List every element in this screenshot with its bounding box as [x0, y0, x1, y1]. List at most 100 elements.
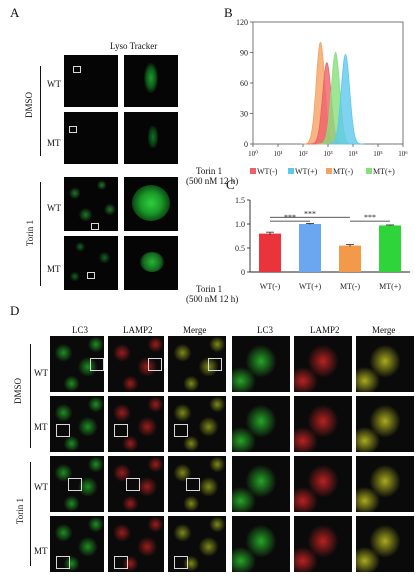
- lyso-torin-mt-zoom: [124, 236, 178, 290]
- bar-chart: 00.51.01.5 *** *** *** WT(-) WT(+) MT(-) MT(+…: [235, 196, 410, 291]
- bar-y-tick: 1.5: [235, 196, 245, 205]
- panel-a-bracket-dmso: [40, 66, 41, 156]
- panel-a-row-mt-2: MT: [47, 264, 61, 274]
- lyso-dmso-wt-zoom: [124, 55, 178, 107]
- if-image: [108, 516, 164, 572]
- if-image: [356, 516, 414, 572]
- histogram-legend-swatch: [288, 168, 294, 174]
- bar-mt: [339, 245, 361, 272]
- panel-d-row-mt-1: MT: [34, 422, 48, 432]
- if-image: [50, 456, 104, 512]
- histogram-y-tick: 30: [240, 110, 248, 119]
- panel-d-row-wt-2: WT: [34, 482, 48, 492]
- if-image: [108, 456, 164, 512]
- panel-d-header-lamp2-1: LAMP2: [123, 325, 153, 335]
- if-image: [294, 456, 352, 512]
- if-image: [168, 396, 226, 452]
- panel-d-row-mt-2: MT: [34, 546, 48, 556]
- panel-b-letter: B: [224, 5, 233, 20]
- panel-d-header-merge-1: Merge: [183, 325, 207, 335]
- panel-a-group-torin: Torin 1: [25, 219, 35, 247]
- panel-c-letter: C: [226, 177, 235, 192]
- panel-a-title: Lyso Tracker: [110, 41, 158, 51]
- histogram-wt: [326, 53, 365, 145]
- if-image: [168, 456, 226, 512]
- panel-a-row-wt-2: WT: [47, 203, 61, 213]
- panel-d-row-wt-1: WT: [34, 368, 48, 378]
- if-image: [294, 336, 352, 392]
- panel-d-group-dmso: DMSO: [13, 378, 23, 405]
- panel-c-treatment-line2: (500 nM 12 h): [186, 294, 239, 304]
- panel-d-header-merge-2: Merge: [372, 325, 396, 335]
- histogram-x-tick: 10⁰: [248, 150, 258, 158]
- lyso-dmso-mt-overview: [64, 112, 118, 164]
- panel-d-header-lc3-1: LC3: [72, 325, 89, 335]
- if-image: [232, 456, 290, 512]
- bar-wt: [299, 224, 321, 272]
- histogram-legend-swatch: [250, 168, 256, 174]
- if-image: [356, 336, 414, 392]
- if-image: [356, 396, 414, 452]
- lyso-torin-mt-overview: [64, 236, 118, 290]
- histogram-y-tick: 90: [240, 49, 248, 58]
- panel-a-letter: A: [10, 5, 20, 20]
- histogram-legend-label: WT(+): [295, 167, 318, 176]
- histogram-legend-label: MT(-): [333, 167, 353, 176]
- lyso-dmso-wt-overview: [64, 55, 118, 107]
- bar-mt: [379, 225, 401, 272]
- histogram-legend-label: WT(-): [257, 167, 278, 176]
- panel-a-row-wt-1: WT: [47, 79, 61, 89]
- bar-x-tick: WT(-): [260, 282, 281, 291]
- panel-d-bracket-dmso: [30, 344, 31, 448]
- panel-a-group-divider: [50, 170, 51, 173]
- histogram-x-tick: 10³: [323, 150, 332, 158]
- bar-wt: [259, 233, 281, 272]
- bar-y-tick: 0: [241, 268, 245, 277]
- panel-d-letter: D: [10, 303, 20, 318]
- histogram-y-tick: 120: [236, 18, 248, 27]
- panel-d-group-torin: Torin 1: [15, 497, 25, 525]
- if-image: [50, 336, 104, 392]
- histogram-y-tick: 0: [244, 140, 248, 149]
- bar-significance: ***: [304, 209, 316, 218]
- panel-d-bracket-torin: [30, 462, 31, 566]
- if-image: [50, 396, 104, 452]
- if-image: [294, 516, 352, 572]
- lyso-torin-wt-zoom: [124, 177, 178, 231]
- histogram-x-tick: 10⁵: [373, 150, 383, 158]
- if-image: [108, 336, 164, 392]
- if-image: [108, 396, 164, 452]
- histogram-x-tick: 10⁶: [398, 150, 408, 158]
- bar-x-tick: MT(-): [340, 282, 360, 291]
- panel-c-treatment-line1: Torin 1: [196, 284, 223, 294]
- if-image: [168, 516, 226, 572]
- bar-x-tick: MT(+): [379, 282, 401, 291]
- panel-a-row-mt-1: MT: [47, 138, 61, 148]
- if-image: [232, 516, 290, 572]
- panel-b-treatment-line2: (500 nM 12 h): [186, 176, 239, 186]
- if-image: [356, 456, 414, 512]
- bar-x-tick: WT(+): [299, 282, 322, 291]
- panel-a-group-dmso: DMSO: [24, 92, 34, 119]
- if-image: [50, 516, 104, 572]
- if-image: [294, 396, 352, 452]
- histogram-legend-swatch: [366, 168, 372, 174]
- histogram-chart: 0 30 60 90 120 10⁰ 10¹ 10² 10³ 10⁴ 10⁵ 10⁶ WT(-) WT…: [236, 18, 408, 176]
- if-image: [232, 336, 290, 392]
- histogram-y-tick: 60: [240, 79, 248, 88]
- histogram-x-tick: 10¹: [273, 150, 282, 158]
- if-image: [168, 336, 226, 392]
- panel-d-header-lc3-2: LC3: [257, 325, 274, 335]
- bar-y-tick: 0.5: [235, 244, 245, 253]
- panel-b-treatment-line1: Torin 1: [196, 166, 223, 176]
- bar-significance: ***: [364, 213, 376, 222]
- bar-y-tick: 1.0: [235, 220, 245, 229]
- lyso-dmso-mt-zoom: [124, 112, 178, 164]
- histogram-legend-label: MT(+): [373, 167, 395, 176]
- histogram-x-tick: 10⁴: [348, 150, 358, 158]
- lyso-torin-wt-overview: [64, 177, 118, 231]
- panel-d-header-lamp2-2: LAMP2: [310, 325, 340, 335]
- histogram-x-tick: 10²: [298, 150, 307, 158]
- panel-a-bracket-torin: [40, 182, 41, 286]
- histogram-legend-swatch: [326, 168, 332, 174]
